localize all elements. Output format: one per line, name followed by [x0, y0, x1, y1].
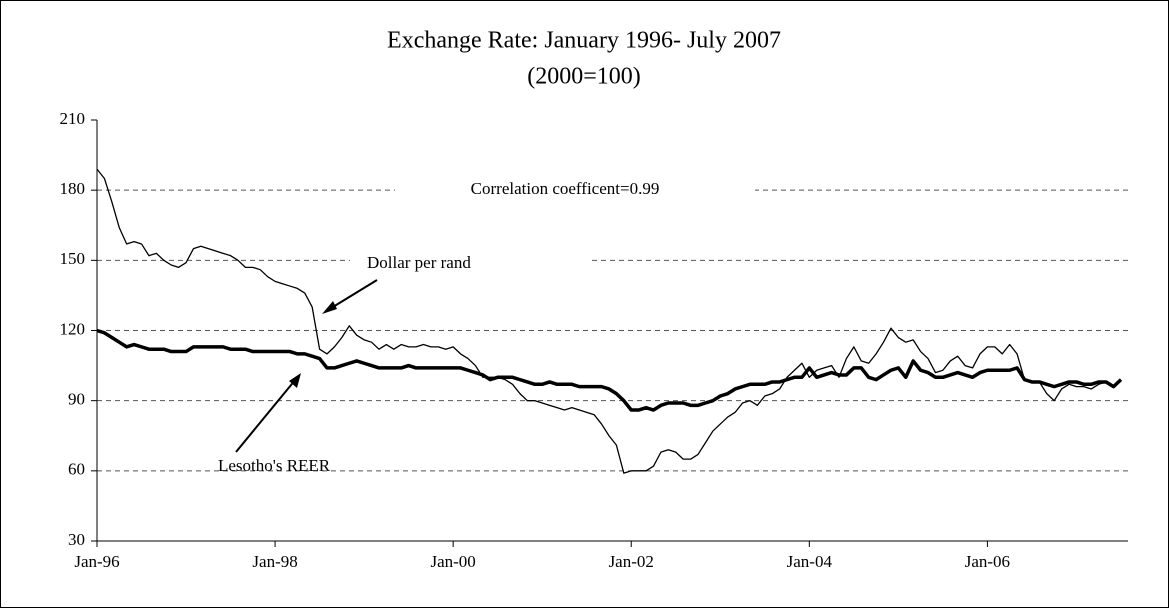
- y-tick-label: 180: [60, 179, 86, 198]
- x-tick-label: Jan-00: [430, 552, 475, 571]
- y-tick-label: 150: [60, 249, 86, 268]
- label-mask: [395, 175, 755, 205]
- y-tick-label: 90: [68, 390, 85, 409]
- arrowhead: [289, 373, 301, 388]
- x-tick-label: Jan-02: [609, 552, 654, 571]
- y-tick-label: 120: [60, 319, 86, 338]
- series-label: Lesotho's REER: [218, 456, 331, 475]
- x-tick-label: Jan-06: [965, 552, 1010, 571]
- series-line: [96, 328, 1123, 412]
- annotation: Correlation coefficent=0.99: [471, 179, 660, 198]
- series-line: [96, 168, 1122, 474]
- arrow: [327, 279, 378, 311]
- label-mask: [350, 248, 590, 278]
- arrowhead: [322, 301, 337, 314]
- y-tick-label: 60: [68, 460, 85, 479]
- arrow: [235, 378, 297, 453]
- chart-title: Exchange Rate: January 1996- July 2007: [387, 28, 781, 54]
- x-tick-label: Jan-98: [252, 552, 297, 571]
- y-tick-label: 30: [68, 530, 85, 549]
- plot: 30 60 90 120 150 180 210 Jan-96 Jan-98 Jan-00 Jan-…: [60, 109, 1128, 571]
- y-tick-label: 210: [60, 109, 86, 128]
- series-label: Dollar per rand: [367, 253, 471, 272]
- chart-subtitle: (2000=100): [527, 64, 641, 90]
- x-tick-label: Jan-96: [74, 552, 119, 571]
- x-tick-label: Jan-04: [787, 552, 833, 571]
